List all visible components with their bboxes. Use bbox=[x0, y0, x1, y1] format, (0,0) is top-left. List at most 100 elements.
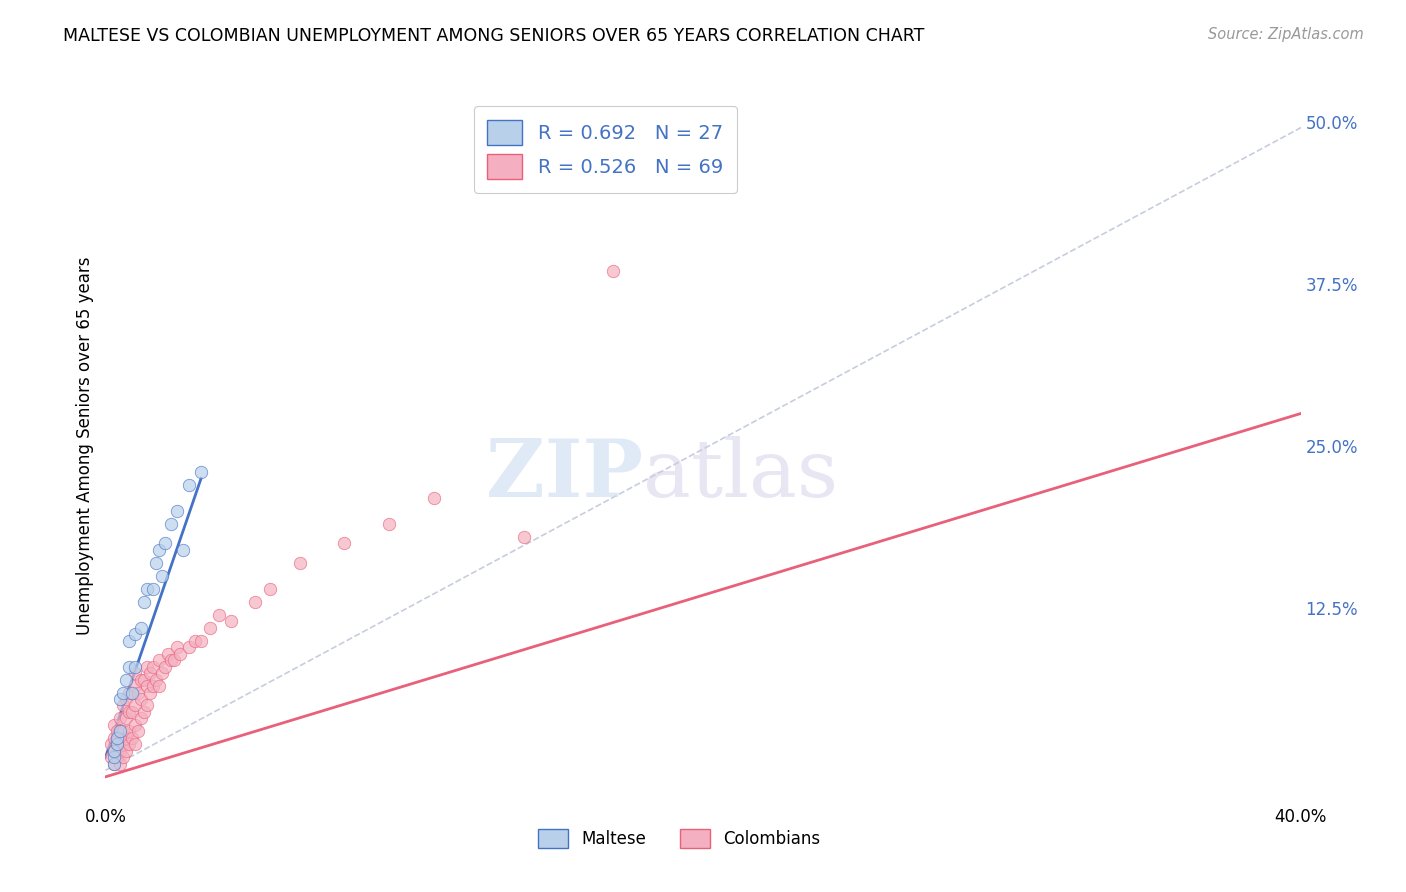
Point bbox=[136, 698, 159, 713]
Point bbox=[118, 738, 141, 752]
Point bbox=[129, 621, 153, 635]
Y-axis label: Unemployment Among Seniors over 65 years: Unemployment Among Seniors over 65 years bbox=[76, 257, 94, 635]
Point bbox=[134, 673, 156, 687]
Point bbox=[166, 504, 188, 518]
Point bbox=[103, 756, 125, 771]
Point bbox=[129, 711, 153, 725]
Point bbox=[107, 738, 129, 752]
Point bbox=[124, 627, 146, 641]
Point bbox=[103, 731, 125, 745]
Point bbox=[124, 718, 146, 732]
Point bbox=[124, 666, 146, 681]
Point bbox=[219, 614, 242, 628]
Point bbox=[110, 711, 132, 725]
Point bbox=[118, 685, 141, 699]
Point bbox=[110, 744, 132, 758]
Legend: Maltese, Colombians: Maltese, Colombians bbox=[531, 822, 827, 855]
Point bbox=[100, 750, 122, 764]
Point bbox=[121, 731, 143, 745]
Text: ZIP: ZIP bbox=[486, 435, 644, 514]
Point bbox=[103, 750, 125, 764]
Point bbox=[115, 711, 138, 725]
Point bbox=[118, 724, 141, 739]
Point bbox=[103, 718, 125, 732]
Point bbox=[107, 724, 129, 739]
Point bbox=[190, 465, 212, 479]
Point bbox=[190, 633, 212, 648]
Text: atlas: atlas bbox=[644, 435, 838, 514]
Text: Source: ZipAtlas.com: Source: ZipAtlas.com bbox=[1208, 27, 1364, 42]
Point bbox=[166, 640, 188, 654]
Point bbox=[124, 659, 146, 673]
Point bbox=[163, 653, 186, 667]
Point bbox=[112, 750, 135, 764]
Point bbox=[160, 516, 183, 531]
Point bbox=[198, 621, 221, 635]
Point bbox=[134, 595, 156, 609]
Point bbox=[121, 705, 143, 719]
Point bbox=[129, 692, 153, 706]
Point bbox=[139, 685, 162, 699]
Point bbox=[112, 685, 135, 699]
Point bbox=[115, 673, 138, 687]
Point bbox=[118, 659, 141, 673]
Point bbox=[142, 659, 165, 673]
Point bbox=[208, 607, 231, 622]
Point bbox=[112, 724, 135, 739]
Point bbox=[423, 491, 446, 505]
Point bbox=[184, 633, 207, 648]
Point bbox=[148, 653, 170, 667]
Point bbox=[259, 582, 281, 596]
Point bbox=[139, 666, 162, 681]
Point bbox=[115, 692, 138, 706]
Point bbox=[150, 568, 173, 582]
Point bbox=[136, 659, 159, 673]
Point bbox=[107, 731, 129, 745]
Point bbox=[243, 595, 266, 609]
Point bbox=[129, 673, 153, 687]
Point bbox=[107, 750, 129, 764]
Point bbox=[333, 536, 356, 550]
Point bbox=[100, 738, 122, 752]
Point bbox=[118, 633, 141, 648]
Point bbox=[121, 685, 143, 699]
Point bbox=[155, 536, 177, 550]
Point bbox=[112, 738, 135, 752]
Point bbox=[145, 556, 167, 570]
Point bbox=[136, 582, 159, 596]
Point bbox=[142, 679, 165, 693]
Point bbox=[124, 679, 146, 693]
Point bbox=[124, 698, 146, 713]
Point bbox=[160, 653, 183, 667]
Point bbox=[103, 756, 125, 771]
Point bbox=[124, 738, 146, 752]
Point bbox=[107, 738, 129, 752]
Point bbox=[127, 685, 149, 699]
Point bbox=[110, 756, 132, 771]
Point bbox=[148, 679, 170, 693]
Point bbox=[127, 724, 149, 739]
Point bbox=[157, 647, 180, 661]
Point bbox=[177, 478, 201, 492]
Point bbox=[110, 692, 132, 706]
Point bbox=[513, 530, 536, 544]
Point bbox=[148, 542, 170, 557]
Point bbox=[145, 673, 167, 687]
Point bbox=[103, 744, 125, 758]
Point bbox=[118, 705, 141, 719]
Point bbox=[602, 264, 624, 278]
Point bbox=[172, 542, 194, 557]
Point bbox=[177, 640, 201, 654]
Point bbox=[115, 744, 138, 758]
Point bbox=[110, 724, 132, 739]
Text: MALTESE VS COLOMBIAN UNEMPLOYMENT AMONG SENIORS OVER 65 YEARS CORRELATION CHART: MALTESE VS COLOMBIAN UNEMPLOYMENT AMONG … bbox=[63, 27, 925, 45]
Point bbox=[169, 647, 191, 661]
Point bbox=[103, 744, 125, 758]
Point bbox=[150, 666, 173, 681]
Point bbox=[134, 705, 156, 719]
Point bbox=[155, 659, 177, 673]
Point bbox=[136, 679, 159, 693]
Point bbox=[288, 556, 311, 570]
Point bbox=[115, 731, 138, 745]
Point bbox=[142, 582, 165, 596]
